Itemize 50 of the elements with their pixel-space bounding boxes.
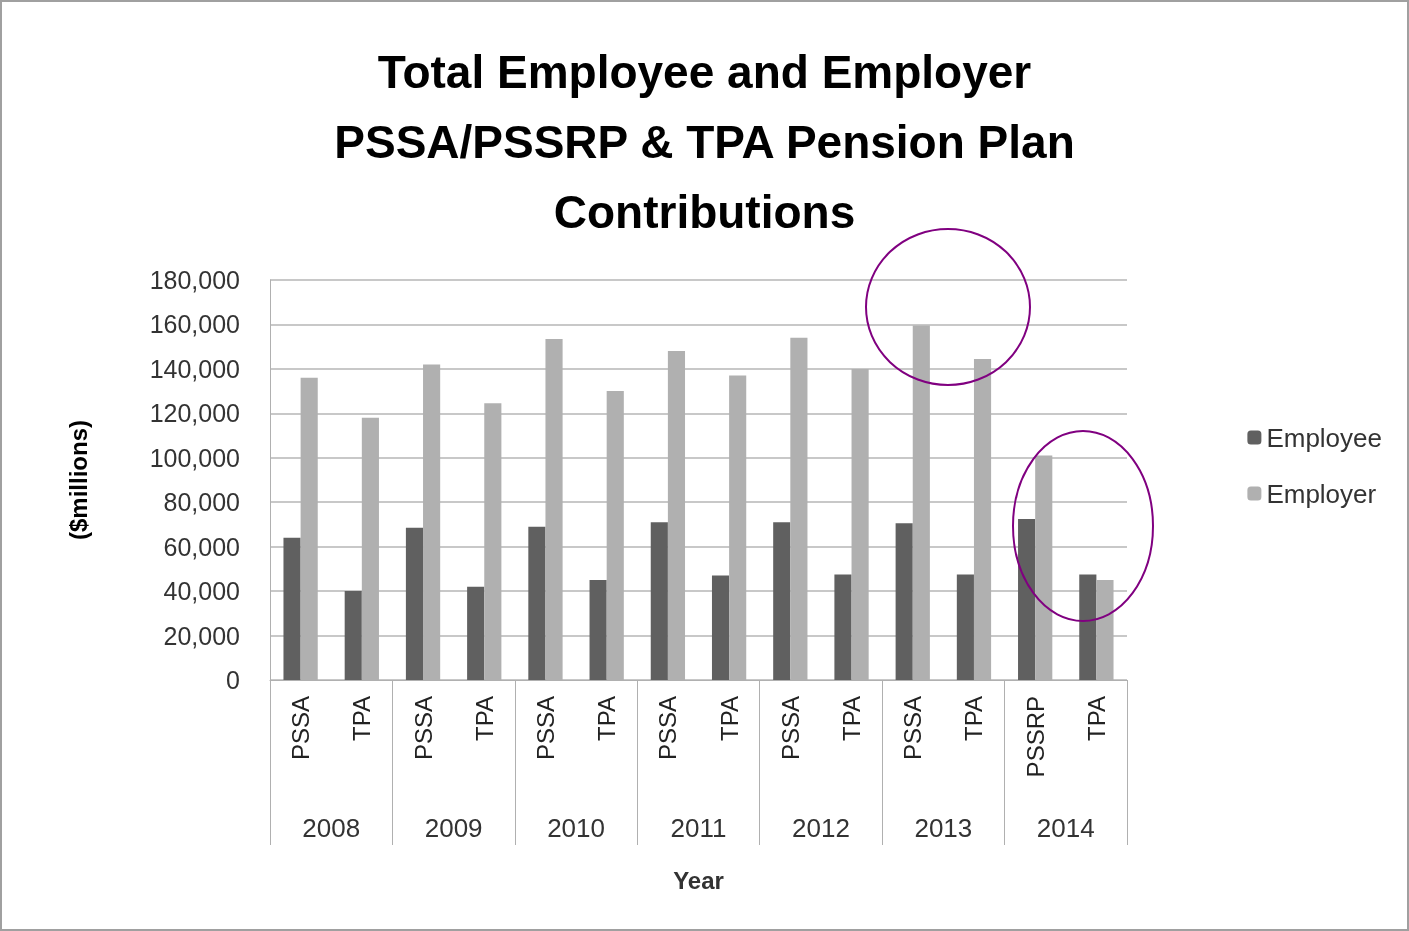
x-tick-label: TPA [348, 696, 376, 741]
y-tick-label: 0 [226, 666, 240, 694]
bar [956, 574, 974, 680]
text: 2012 [792, 813, 850, 843]
x-tick-label: TPA [593, 696, 621, 741]
bar [773, 522, 791, 680]
text: 2011 [670, 813, 727, 843]
text: 2014 [1036, 813, 1095, 843]
bar [528, 526, 546, 680]
legend-label: Employer [1266, 478, 1377, 509]
y-tick-label: 100,000 [149, 443, 240, 472]
x-tick-label: TPA [1082, 696, 1110, 741]
text: 2008 [302, 813, 361, 843]
y-tick-label: 120,000 [149, 399, 240, 428]
y-tick-label: 20,000 [163, 621, 240, 650]
text: 2010 [547, 813, 605, 843]
x-axis-title: Year [673, 866, 724, 894]
bar [405, 527, 424, 680]
bar [589, 580, 607, 680]
y-tick-label: 80,000 [163, 488, 240, 517]
y-axis-title: ($millions) [64, 419, 92, 541]
bar [1018, 518, 1036, 680]
y-tick-label: 60,000 [163, 532, 240, 561]
bar [711, 575, 730, 680]
text: 2013 [914, 813, 973, 843]
y-tick-label: 140,000 [149, 354, 240, 383]
bar [467, 586, 485, 680]
x-tick-label: TPA [470, 696, 498, 741]
x-tick-label: TPA [838, 696, 866, 741]
x-tick-label: PSSA [776, 696, 804, 761]
x-tick-label: TPA [715, 696, 743, 741]
y-tick-label: 180,000 [149, 266, 240, 294]
x-tick-label: TPA [960, 696, 988, 741]
bar [344, 591, 362, 680]
bar [1079, 574, 1097, 680]
y-tick-label: 160,000 [149, 310, 240, 339]
x-tick-label: PSSA [899, 696, 927, 761]
legend-label: Employee [1266, 422, 1383, 453]
x-tick-label: PSSA [654, 696, 682, 761]
chart-title: Total Employee and Employer PSSA/PSSRP & TPA Pension Plan Contributions [334, 46, 1075, 238]
text: 2009 [424, 813, 483, 843]
x-tick-label: PSSRP [1021, 696, 1049, 778]
x-tick-label: PSSA [409, 696, 437, 761]
bar [283, 537, 301, 680]
bar [650, 522, 668, 680]
x-tick-label: PSSA [287, 696, 315, 761]
bar [834, 574, 852, 680]
bar [895, 523, 913, 680]
x-tick-label: PSSA [531, 696, 559, 761]
y-tick-label: 40,000 [163, 577, 240, 606]
